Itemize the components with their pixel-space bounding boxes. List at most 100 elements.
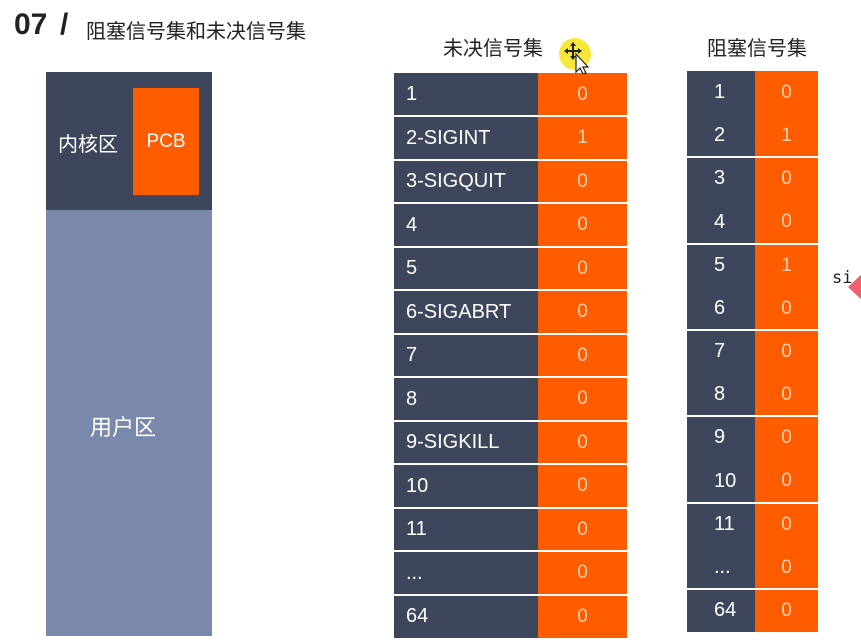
user-space-block: [46, 210, 212, 636]
group-divider: [687, 156, 818, 158]
signal-name-cell: 11: [687, 503, 755, 546]
signal-name-cell: 5: [394, 247, 538, 290]
group-divider: [687, 415, 818, 417]
pending-row: 9-SIGKILL 0: [394, 421, 627, 464]
move-cursor-icon: [564, 42, 590, 74]
signal-name-cell: 3: [687, 157, 755, 200]
group-divider: [687, 243, 818, 245]
signal-name-cell: 9: [687, 416, 755, 459]
signal-bit-cell: 1: [755, 114, 818, 157]
signal-name-cell: 8: [394, 377, 538, 421]
pending-row: ... 0: [394, 551, 627, 595]
signal-name-cell: 5: [687, 244, 755, 287]
row-divider: [394, 594, 627, 596]
cropped-side-text: si: [832, 268, 853, 288]
row-divider: [394, 507, 627, 509]
signal-bit-cell: 0: [755, 373, 818, 416]
signal-bit-cell: 0: [538, 160, 627, 203]
signal-bit-cell: 0: [538, 551, 627, 595]
blocked-row: 64 0: [687, 589, 818, 632]
signal-name-cell: 64: [687, 589, 755, 632]
signal-bit-cell: 0: [755, 71, 818, 114]
signal-bit-cell: 0: [538, 508, 627, 551]
signal-bit-cell: 0: [755, 287, 818, 330]
signal-name-cell: 4: [394, 203, 538, 247]
signal-bit-cell: 0: [538, 73, 627, 116]
signal-bit-cell: 1: [755, 244, 818, 287]
row-divider: [394, 376, 627, 378]
arrow-left-icon: [848, 274, 861, 300]
blocked-set-title: 阻塞信号集: [707, 36, 807, 60]
pending-row: 64 0: [394, 595, 627, 638]
signal-bit-cell: 0: [755, 157, 818, 200]
signal-name-cell: 7: [394, 334, 538, 377]
signal-bit-cell: 0: [538, 334, 627, 377]
pending-set-title: 未决信号集: [443, 36, 543, 60]
row-divider: [394, 159, 627, 161]
section-number: 07: [14, 8, 48, 41]
section-separator: /: [60, 8, 69, 41]
pcb-box: PCB: [133, 88, 199, 195]
pending-row: 3-SIGQUIT 0: [394, 160, 627, 203]
blocked-row: ... 0: [687, 546, 818, 589]
signal-name-cell: 1: [687, 71, 755, 114]
signal-bit-cell: 1: [538, 116, 627, 160]
row-divider: [394, 202, 627, 204]
signal-bit-cell: 0: [755, 589, 818, 632]
pcb-label: PCB: [146, 130, 186, 152]
row-divider: [394, 420, 627, 422]
signal-bit-cell: 0: [538, 247, 627, 290]
signal-bit-cell: 0: [755, 200, 818, 244]
signal-bit-cell: 0: [755, 503, 818, 546]
signal-name-cell: 6-SIGABRT: [394, 290, 538, 334]
page-title: 阻塞信号集和未决信号集: [86, 19, 306, 43]
signal-name-cell: 7: [687, 330, 755, 373]
signal-bit-cell: 0: [538, 421, 627, 464]
pending-row: 2-SIGINT 1: [394, 116, 627, 160]
signal-name-cell: ...: [394, 551, 538, 595]
signal-name-cell: 9-SIGKILL: [394, 421, 538, 464]
signal-name-cell: 6: [687, 287, 755, 330]
row-divider: [394, 463, 627, 465]
signal-name-cell: 2-SIGINT: [394, 116, 538, 160]
signal-name-cell: 64: [394, 595, 538, 638]
row-divider: [394, 115, 627, 117]
signal-bit-cell: 0: [755, 330, 818, 373]
signal-name-cell: 3-SIGQUIT: [394, 160, 538, 203]
blocked-row: 10 0: [687, 459, 818, 503]
group-divider: [687, 329, 818, 331]
signal-name-cell: 11: [394, 508, 538, 551]
blocked-row: 11 0: [687, 503, 818, 546]
signal-name-cell: 8: [687, 373, 755, 416]
signal-bit-cell: 0: [538, 203, 627, 247]
signal-bit-cell: 0: [755, 546, 818, 589]
signal-bit-cell: 0: [538, 595, 627, 638]
signal-name-cell: 10: [687, 459, 755, 503]
kernel-space-label: 内核区: [58, 132, 118, 156]
group-divider: [687, 502, 818, 504]
signal-bit-cell: 0: [755, 459, 818, 503]
signal-bit-cell: 0: [538, 377, 627, 421]
row-divider: [394, 246, 627, 248]
signal-name-cell: ...: [687, 546, 755, 589]
user-space-label: 用户区: [90, 416, 157, 441]
row-divider: [394, 333, 627, 335]
signal-bit-cell: 0: [538, 464, 627, 508]
row-divider: [394, 289, 627, 291]
pending-row: 11 0: [394, 508, 627, 551]
signal-bit-cell: 0: [538, 290, 627, 334]
pending-row: 10 0: [394, 464, 627, 508]
